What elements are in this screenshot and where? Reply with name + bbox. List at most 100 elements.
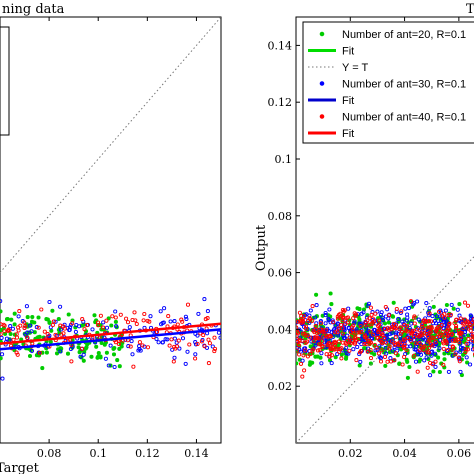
right-scatter-point: [408, 344, 413, 349]
right-scatter-point: [311, 338, 316, 344]
right-scatter-point: [319, 361, 324, 366]
left-scatter-point: [206, 361, 211, 366]
left-scatter-point: [0, 352, 5, 357]
left-scatter-point: [27, 353, 33, 359]
right-scatter-point: [298, 349, 303, 354]
right-scatter-point: [324, 352, 329, 357]
left-scatter-point: [113, 319, 118, 324]
right-scatter-point: [397, 361, 402, 366]
right-scatter-point: [374, 330, 379, 335]
right-scatter-point: [303, 333, 308, 338]
right-scatter-point: [441, 346, 446, 351]
left-scatter-point: [69, 359, 74, 364]
right-scatter-point: [335, 314, 340, 319]
right-scatter-point: [379, 310, 384, 315]
right-scatter-point: [329, 302, 334, 307]
right-scatter-point: [397, 326, 402, 331]
right-scatter-point: [393, 351, 398, 356]
right-y-tick-label: 0.12: [268, 96, 293, 109]
left-scatter-point: [44, 317, 49, 322]
right-legend: Number of ant=20, R=0.1 Fit Y = T Number of…: [302, 21, 474, 144]
right-scatter-point: [333, 355, 338, 360]
right-scatter-point: [431, 335, 436, 341]
left-scatter-point: [176, 338, 181, 343]
left-scatter-point: [140, 343, 145, 348]
right-scatter-point: [464, 355, 469, 360]
right-scatter-point: [352, 319, 357, 324]
right-scatter-point: [377, 318, 382, 323]
right-scatter-point: [446, 313, 451, 318]
right-scatter-point: [314, 303, 319, 308]
left-scatter-point: [145, 345, 151, 350]
left-scatter-point: [187, 342, 192, 347]
right-scatter-point: [407, 336, 413, 341]
left-scatter-point: [48, 339, 53, 344]
left-scatter-point: [101, 320, 106, 325]
right-scatter-point: [317, 342, 322, 347]
left-scatter-point: [210, 344, 215, 349]
right-scatter-point: [341, 335, 346, 341]
right-scatter-point: [325, 342, 330, 348]
right-scatter-point: [399, 309, 404, 314]
left-scatter-point: [138, 348, 143, 353]
left-scatter-point: [169, 337, 174, 342]
left-scatter-point: [58, 349, 63, 354]
right-scatter-point: [405, 359, 410, 364]
right-scatter-point: [327, 354, 332, 359]
left-scatter-point: [130, 352, 135, 357]
legend-entry-label: Number of ant=20, R=0.1: [342, 29, 466, 41]
right-scatter-point: [298, 361, 304, 366]
right-scatter-point: [296, 343, 301, 348]
right-scatter-point: [347, 335, 352, 340]
right-scatter-point: [344, 342, 349, 347]
right-scatter-point: [446, 369, 451, 374]
left-scatter-point: [114, 324, 119, 329]
left-scatter-point: [96, 350, 101, 356]
left-scatter-point: [30, 314, 35, 320]
left-scatter-point: [58, 327, 63, 332]
right-scatter-point: [405, 335, 410, 341]
right-scatter-point: [458, 335, 463, 340]
left-scatter-point: [112, 364, 117, 370]
right-scatter-point: [337, 349, 342, 354]
right-scatter-point: [340, 340, 345, 345]
left-scatter-point: [28, 323, 33, 328]
right-scatter-point: [368, 329, 373, 334]
right-scatter-point: [437, 309, 442, 314]
right-scatter-point: [472, 352, 474, 356]
right-x-tick-label: 0.04: [392, 447, 417, 460]
left-scatter-point: [98, 313, 103, 318]
right-scatter-point: [358, 323, 363, 329]
right-scatter-point: [448, 312, 453, 317]
right-scatter-point: [429, 353, 434, 358]
right-scatter-point: [368, 340, 373, 345]
right-scatter-point: [427, 330, 432, 335]
right-scatter-point: [425, 365, 430, 370]
left-scatter-point: [16, 325, 21, 330]
left-scatter-point: [84, 345, 89, 350]
right-scatter-point: [339, 352, 344, 357]
legend-entry-label: Y = T: [342, 62, 368, 74]
left-scatter-point: [160, 340, 165, 345]
right-scatter-point: [462, 317, 467, 322]
left-scatter-point: [48, 325, 53, 330]
left-scatter-point: [172, 336, 177, 341]
right-scatter-point: [355, 330, 360, 335]
right-scatter-point: [364, 325, 369, 330]
left-scatter-point: [44, 350, 49, 355]
right-scatter-point: [437, 369, 442, 375]
left-scatter-point: [183, 314, 188, 319]
right-scatter-point: [371, 332, 376, 337]
left-scatter-point: [195, 341, 200, 347]
left-scatter-point: [158, 309, 163, 314]
right-scatter-point: [415, 299, 420, 304]
right-scatter-point: [429, 325, 434, 330]
right-scatter-point: [458, 369, 463, 374]
right-scatter-point: [329, 361, 334, 366]
right-scatter-point: [303, 348, 308, 353]
right-scatter-point: [405, 312, 410, 317]
left-scatter-point: [128, 344, 133, 349]
left-scatter-point: [111, 346, 116, 351]
right-scatter-point: [463, 350, 468, 355]
right-scatter-point: [431, 304, 436, 309]
